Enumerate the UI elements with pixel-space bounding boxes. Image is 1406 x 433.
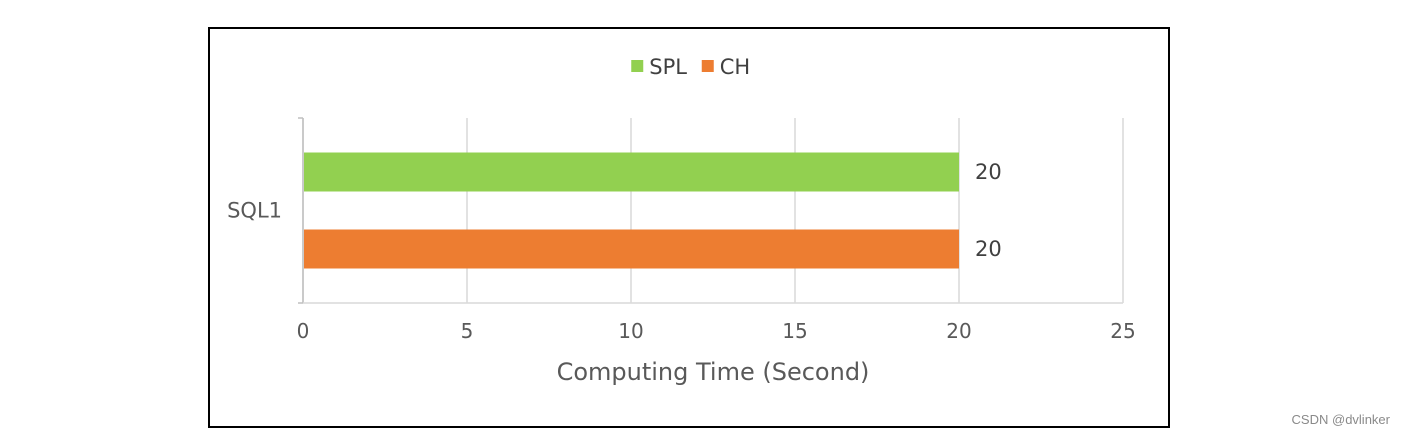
category-labels: SQL1	[227, 199, 282, 223]
x-tick-label-0: 0	[297, 319, 310, 343]
x-tick-label-15: 15	[782, 319, 807, 343]
x-tick-labels: 0 5 10 15 20 25	[297, 319, 1136, 343]
legend-swatch-ch	[701, 60, 714, 72]
x-axis-title: Computing Time (Second)	[557, 358, 870, 386]
x-tick-label-25: 25	[1110, 319, 1135, 343]
chart-frame: SPL CH 20 20 SQL1 0 5 10 15 20 25 Computing Tim…	[208, 27, 1170, 428]
bar-spl	[304, 152, 959, 192]
category-label: SQL1	[227, 199, 282, 223]
bar-ch	[304, 229, 959, 269]
x-tick-label-20: 20	[946, 319, 971, 343]
gridlines	[298, 117, 1124, 304]
legend-label-spl: SPL	[649, 55, 687, 79]
legend-swatch-spl	[631, 60, 644, 72]
data-label-ch: 20	[975, 237, 1002, 261]
legend: SPL CH	[631, 55, 750, 79]
data-label-spl: 20	[975, 160, 1002, 184]
bars	[304, 152, 959, 269]
x-tick-label-5: 5	[461, 319, 474, 343]
legend-label-ch: CH	[720, 55, 750, 79]
x-tick-label-10: 10	[618, 319, 643, 343]
watermark: CSDN @dvlinker	[1291, 412, 1390, 427]
